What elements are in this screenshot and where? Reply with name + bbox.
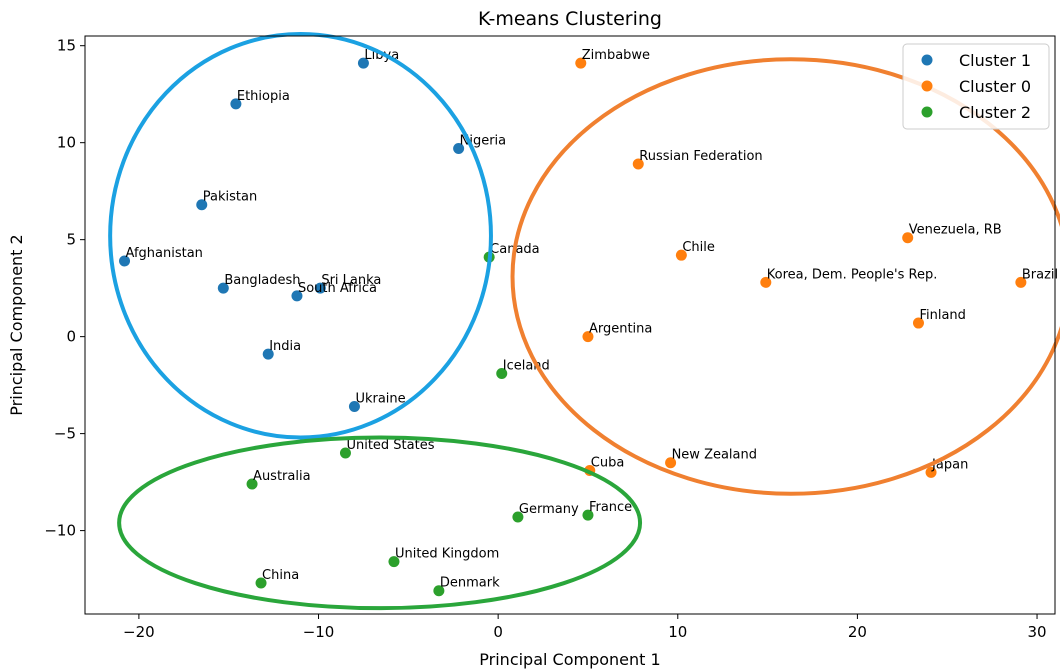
x-axis: −20 −10 0 10 20 30	[123, 614, 1047, 641]
point-label: South Africa	[298, 281, 377, 296]
chart-title: K-means Clustering	[478, 8, 662, 30]
point-label: United Kingdom	[395, 547, 499, 562]
point-label: France	[589, 500, 632, 515]
scatter-point	[314, 282, 326, 294]
point-label: Russian Federation	[639, 149, 762, 164]
scatter-point	[119, 255, 131, 267]
legend-label: Cluster 1	[959, 51, 1031, 70]
scatter-point	[339, 447, 351, 459]
point-label: Iceland	[503, 358, 550, 373]
scatter-point	[912, 317, 924, 329]
point-label: Chile	[682, 240, 715, 255]
point-label: Denmark	[440, 576, 500, 591]
scatter-point	[632, 158, 644, 170]
scatter-point	[665, 457, 677, 469]
cluster-ellipses	[108, 32, 1060, 611]
x-axis-label: Principal Component 1	[479, 650, 660, 669]
y-axis: −10 −5 0 5 10 15	[44, 37, 85, 540]
scatter-point	[902, 232, 914, 244]
point-label: New Zealand	[672, 448, 757, 463]
scatter-point	[433, 585, 445, 597]
legend-marker	[921, 106, 933, 118]
point-label: Bangladesh	[224, 273, 300, 288]
scatter-point	[291, 290, 303, 302]
legend-marker	[921, 54, 933, 66]
y-tick-label: 5	[66, 231, 76, 249]
legend-box	[902, 43, 1050, 130]
scatter-point	[760, 276, 772, 288]
x-tick-label: 0	[493, 623, 503, 641]
scatter-point	[196, 199, 208, 211]
x-tick-label: 20	[848, 623, 867, 641]
scatter-point	[496, 367, 508, 379]
scatter-point	[512, 511, 524, 523]
point-label: Sri Lanka	[321, 273, 381, 288]
scatter-point	[582, 509, 594, 521]
point-label: Cuba	[591, 455, 625, 470]
legend-label: Cluster 0	[959, 77, 1031, 96]
point-label: Korea, Dem. People's Rep.	[767, 267, 938, 282]
point-label: Ukraine	[355, 391, 405, 406]
scatter-point	[453, 142, 465, 154]
x-tick-label: 10	[668, 623, 687, 641]
scatter-point	[217, 282, 229, 294]
point-label: Afghanistan	[126, 246, 203, 261]
cluster-ellipse	[117, 435, 643, 611]
point-label: United States	[346, 438, 434, 453]
point-label: Pakistan	[203, 190, 257, 205]
legend-marker	[921, 80, 933, 92]
point-label: Brazil	[1022, 267, 1058, 282]
legend: Cluster 1 Cluster 0 Cluster 2	[902, 43, 1050, 130]
plot-frame	[84, 35, 1056, 615]
scatter-point	[582, 331, 594, 343]
scatter-point	[246, 478, 258, 490]
scatter-point	[388, 556, 400, 568]
scatter-point	[262, 348, 274, 360]
cluster-ellipse	[510, 57, 1060, 496]
y-axis-label: Principal Component 2	[7, 234, 26, 415]
scatter-point	[348, 400, 360, 412]
x-tick-label: −10	[303, 623, 335, 641]
y-tick-label: 15	[57, 37, 76, 55]
y-tick-label: 0	[66, 328, 76, 346]
scatter-point	[575, 57, 587, 69]
scatter-point	[230, 98, 242, 110]
y-tick-label: −5	[54, 425, 76, 443]
point-label: Argentina	[589, 322, 652, 337]
point-label: India	[269, 339, 301, 354]
scatter-point	[357, 57, 369, 69]
scatter-point	[1015, 276, 1027, 288]
point-labels: LibyaEthiopiaNigeriaPakistanAfghanistanB…	[126, 48, 1059, 591]
y-tick-label: 10	[57, 134, 76, 152]
point-label: Zimbabwe	[582, 48, 650, 63]
scatter-points	[119, 57, 1027, 597]
point-label: Finland	[919, 308, 965, 323]
point-label: China	[262, 568, 299, 583]
y-tick-label: −10	[44, 522, 76, 540]
point-label: Ethiopia	[237, 89, 290, 104]
x-tick-label: −20	[123, 623, 155, 641]
point-label: Australia	[253, 469, 311, 484]
scatter-point	[255, 577, 267, 589]
point-label: Germany	[519, 502, 579, 517]
scatter-point	[925, 466, 937, 478]
x-tick-label: 30	[1027, 623, 1046, 641]
point-label: Venezuela, RB	[909, 223, 1002, 238]
scatter-point	[675, 249, 687, 261]
cluster-ellipse	[108, 32, 493, 440]
legend-label: Cluster 2	[959, 103, 1031, 122]
